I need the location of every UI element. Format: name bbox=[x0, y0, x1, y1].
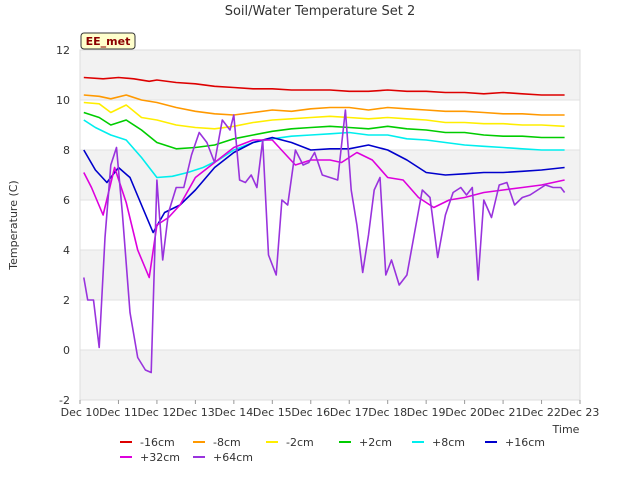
legend-label: +2cm bbox=[359, 436, 392, 449]
legend-item: +8cm bbox=[412, 436, 465, 449]
x-tick-label: Dec 18 bbox=[368, 406, 407, 419]
x-tick-label: Dec 19 bbox=[407, 406, 446, 419]
x-tick-label: Dec 21 bbox=[484, 406, 523, 419]
series-line-64cm bbox=[83, 109, 566, 374]
series-line-8cm bbox=[83, 94, 565, 116]
station-badge: EE_met bbox=[80, 32, 136, 50]
chart-title: Soil/Water Temperature Set 2 bbox=[225, 4, 416, 19]
station-badge-box bbox=[80, 32, 136, 50]
y-tick-label: -2 bbox=[59, 394, 70, 407]
y-tick-label: 6 bbox=[63, 194, 70, 207]
plot-band bbox=[80, 100, 580, 150]
series-line-16cm bbox=[83, 136, 565, 234]
x-tick-label: Dec 17 bbox=[330, 406, 369, 419]
y-tick-label: 0 bbox=[63, 344, 70, 357]
series-line-8cm bbox=[83, 119, 565, 179]
legend-label: +32cm bbox=[140, 451, 180, 464]
plot-band bbox=[80, 200, 580, 250]
plot-band bbox=[80, 150, 580, 200]
plot-band bbox=[80, 300, 580, 350]
x-tick-label: Dec 11 bbox=[99, 406, 138, 419]
plot-band bbox=[80, 350, 580, 400]
legend-item: +16cm bbox=[485, 436, 545, 449]
legend-item: -16cm bbox=[120, 436, 175, 449]
x-tick-label: Dec 13 bbox=[176, 406, 215, 419]
series-lines bbox=[83, 76, 566, 374]
x-tick-label: Dec 14 bbox=[214, 406, 253, 419]
y-tick-label: 8 bbox=[63, 144, 70, 157]
x-tick-label: Dec 22 bbox=[522, 406, 561, 419]
y-tick-label: 2 bbox=[63, 294, 70, 307]
series-line-2cm bbox=[83, 111, 565, 150]
y-tick-label: 4 bbox=[63, 244, 70, 257]
x-tick-label: Dec 16 bbox=[291, 406, 330, 419]
series-line-32cm bbox=[83, 139, 565, 279]
x-tick-label: Dec 20 bbox=[445, 406, 484, 419]
x-axis-label: Time bbox=[552, 423, 580, 436]
legend-item: +64cm bbox=[193, 451, 253, 464]
x-tick-label: Dec 15 bbox=[253, 406, 292, 419]
plot-frame bbox=[79, 49, 581, 401]
legend-item: +2cm bbox=[339, 436, 392, 449]
legend-label: +16cm bbox=[505, 436, 545, 449]
legend-label: +64cm bbox=[213, 451, 253, 464]
plot-bands bbox=[80, 50, 580, 400]
legend-label: +8cm bbox=[432, 436, 465, 449]
legend: -16cm -8cm -2cm +2cm +8cm +16cm +32cm +64cm bbox=[120, 436, 545, 464]
series-line-16cm bbox=[83, 76, 565, 96]
plot-band bbox=[80, 50, 580, 100]
legend-label: -8cm bbox=[213, 436, 241, 449]
station-badge-label: EE_met bbox=[86, 35, 131, 48]
series-line-2cm bbox=[83, 101, 565, 130]
legend-item: -8cm bbox=[193, 436, 241, 449]
y-tick-label: 12 bbox=[56, 44, 70, 57]
y-axis-label: Temperature (C) bbox=[7, 180, 20, 270]
legend-item: -2cm bbox=[266, 436, 314, 449]
legend-label: -16cm bbox=[140, 436, 175, 449]
x-tick-label: Dec 12 bbox=[138, 406, 177, 419]
x-axis-ticks: Dec 10 Dec 11 Dec 12 Dec 13 Dec 14 Dec 15 Dec … bbox=[61, 400, 600, 419]
legend-label: -2cm bbox=[286, 436, 314, 449]
legend-item: +32cm bbox=[120, 451, 180, 464]
x-tick-label: Dec 23 bbox=[561, 406, 600, 419]
y-axis-ticks: -2 0 2 4 6 8 10 12 bbox=[56, 44, 70, 407]
y-tick-label: 10 bbox=[56, 94, 70, 107]
x-tick-label: Dec 10 bbox=[61, 406, 100, 419]
